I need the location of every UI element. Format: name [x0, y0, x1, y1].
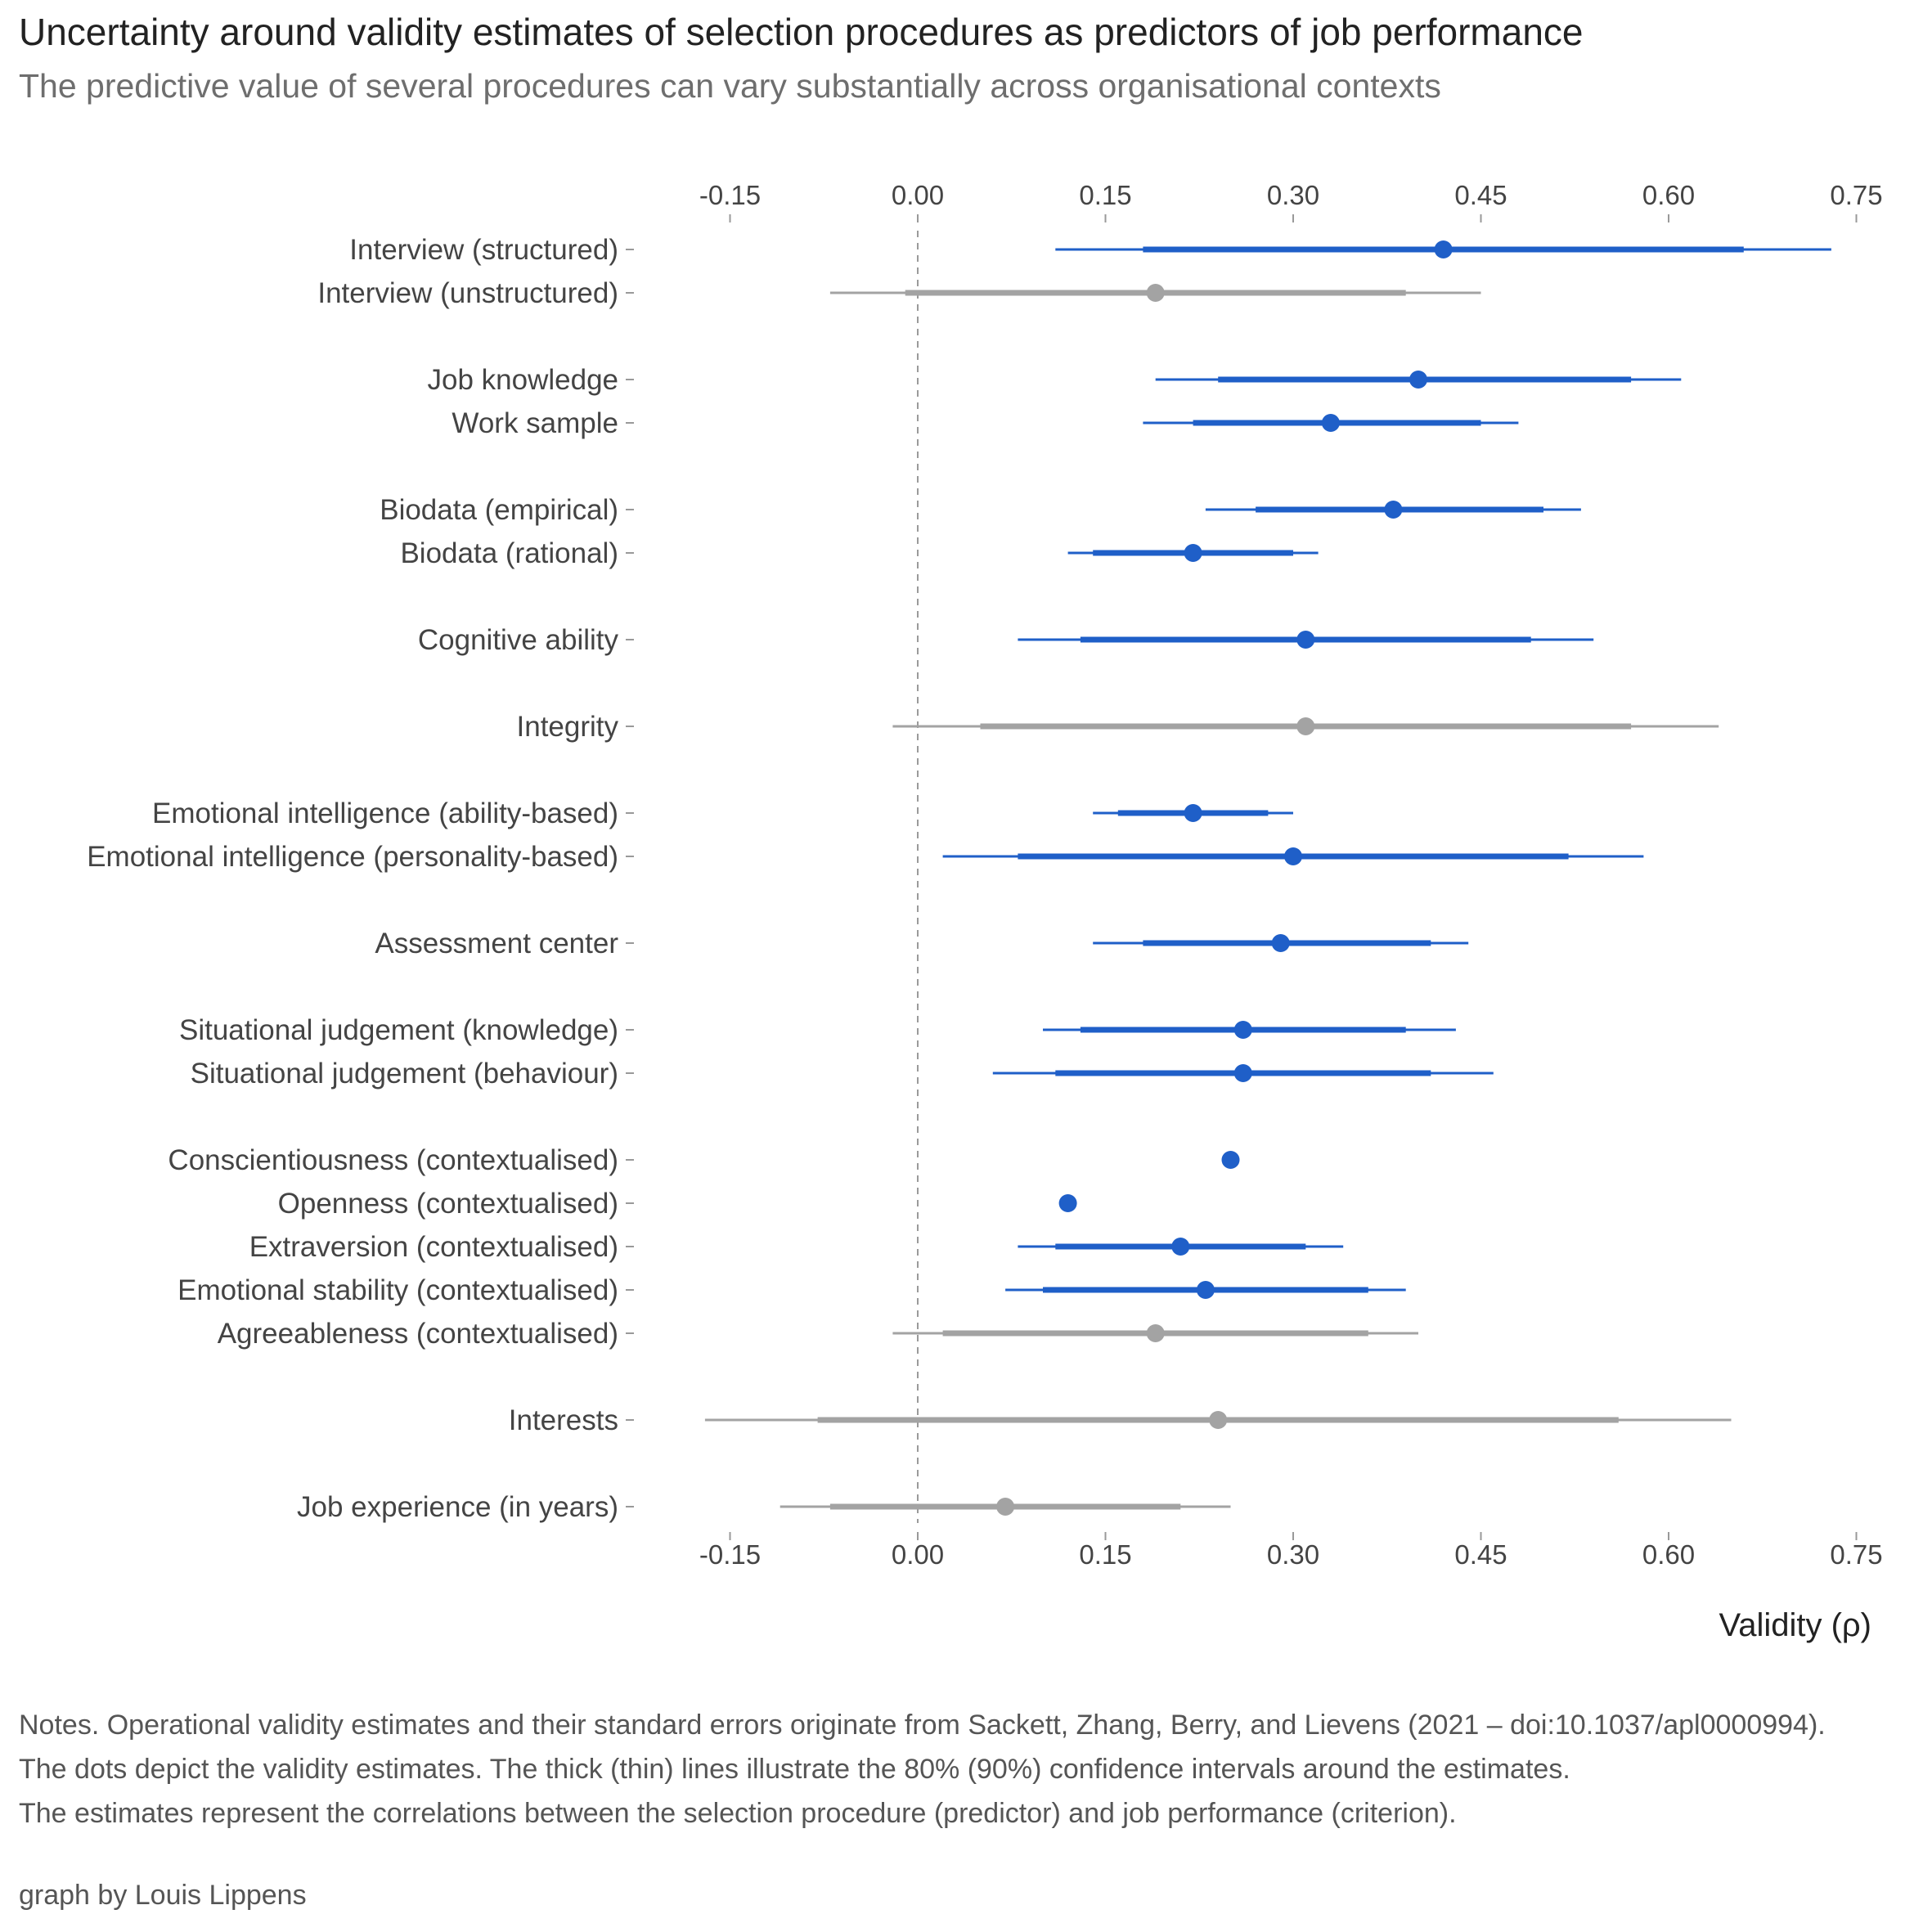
category-label: Interview (structured)	[349, 234, 618, 266]
estimate-dot	[996, 1498, 1015, 1516]
axis-ticks-layer: -0.15 -0.15 0.00 0.00 0.15 0.15 0.30 0.30 0.45 0.…	[699, 180, 1883, 1570]
estimate-dot	[1434, 240, 1453, 258]
estimate-dot	[1171, 1238, 1190, 1256]
estimate-dot	[1233, 1021, 1252, 1039]
estimate-dot	[1284, 847, 1302, 865]
estimate-dot	[1271, 934, 1290, 952]
x-tick-label-top: 0.30	[1267, 180, 1319, 210]
graph-credit: graph by Louis Lippens	[19, 1880, 307, 1911]
estimate-dot	[1296, 717, 1315, 735]
category-label: Biodata (empirical)	[380, 494, 618, 526]
x-axis-title: Validity (ρ)	[1719, 1607, 1871, 1643]
estimate-dot	[1146, 284, 1165, 302]
x-tick-label-top: 0.45	[1454, 180, 1507, 210]
category-label: Extraversion (contextualised)	[249, 1231, 618, 1263]
x-tick-label-top: 0.15	[1079, 180, 1131, 210]
category-labels-layer: Interview (structured) Interview (unstruc…	[87, 234, 634, 1523]
estimate-dot	[1184, 804, 1202, 822]
estimate-dot	[1184, 544, 1202, 562]
x-tick-label-top: 0.75	[1830, 180, 1882, 210]
estimate-dot	[1321, 414, 1340, 432]
x-tick-label-bottom: 0.45	[1454, 1539, 1507, 1570]
category-label: Cognitive ability	[418, 624, 619, 656]
category-label: Integrity	[517, 711, 619, 743]
category-label: Interests	[509, 1404, 618, 1436]
estimate-dot	[1146, 1324, 1165, 1342]
category-label: Conscientiousness (contextualised)	[168, 1144, 618, 1176]
x-tick-label-bottom: 0.30	[1267, 1539, 1319, 1570]
category-label: Job knowledge	[428, 364, 619, 396]
category-label: Biodata (rational)	[400, 537, 618, 569]
data-marks-layer	[704, 240, 1831, 1516]
category-label: Work sample	[452, 407, 618, 439]
estimate-dot	[1296, 631, 1315, 649]
x-tick-label-bottom: -0.15	[699, 1539, 761, 1570]
estimate-dot	[1233, 1064, 1252, 1082]
category-label: Emotional intelligence (personality-base…	[87, 841, 618, 873]
estimate-dot	[1221, 1151, 1240, 1169]
category-label: Situational judgement (behaviour)	[191, 1058, 618, 1090]
notes-line-1: Notes. Operational validity estimates an…	[19, 1710, 1826, 1741]
x-tick-label-top: 0.00	[892, 180, 944, 210]
estimate-dot	[1196, 1281, 1215, 1299]
category-label: Agreeableness (contextualised)	[218, 1318, 618, 1350]
category-label: Situational judgement (knowledge)	[179, 1014, 618, 1046]
x-tick-label-bottom: 0.60	[1642, 1539, 1695, 1570]
category-label: Assessment center	[375, 928, 618, 959]
notes-line-3: The estimates represent the correlations…	[19, 1798, 1457, 1829]
x-tick-label-bottom: 0.00	[892, 1539, 944, 1570]
notes-line-2: The dots depict the validity estimates. …	[19, 1754, 1570, 1785]
estimate-dot	[1409, 371, 1427, 389]
x-tick-label-bottom: 0.15	[1079, 1539, 1131, 1570]
x-tick-label-top: 0.60	[1642, 180, 1695, 210]
category-label: Emotional intelligence (ability-based)	[152, 798, 618, 829]
x-tick-label-top: -0.15	[699, 180, 761, 210]
estimate-dot	[1058, 1194, 1077, 1212]
chart-subtitle: The predictive value of several procedur…	[19, 67, 1441, 105]
x-tick-label-bottom: 0.75	[1830, 1539, 1882, 1570]
category-label: Job experience (in years)	[297, 1491, 618, 1523]
category-label: Openness (contextualised)	[278, 1188, 618, 1220]
category-label: Emotional stability (contextualised)	[177, 1274, 618, 1306]
chart-title: Uncertainty around validity estimates of…	[19, 11, 1584, 53]
chart-notes: Notes. Operational validity estimates an…	[19, 1703, 1826, 1835]
estimate-dot	[1209, 1411, 1228, 1429]
category-label: Interview (unstructured)	[317, 277, 618, 309]
estimate-dot	[1384, 501, 1403, 519]
